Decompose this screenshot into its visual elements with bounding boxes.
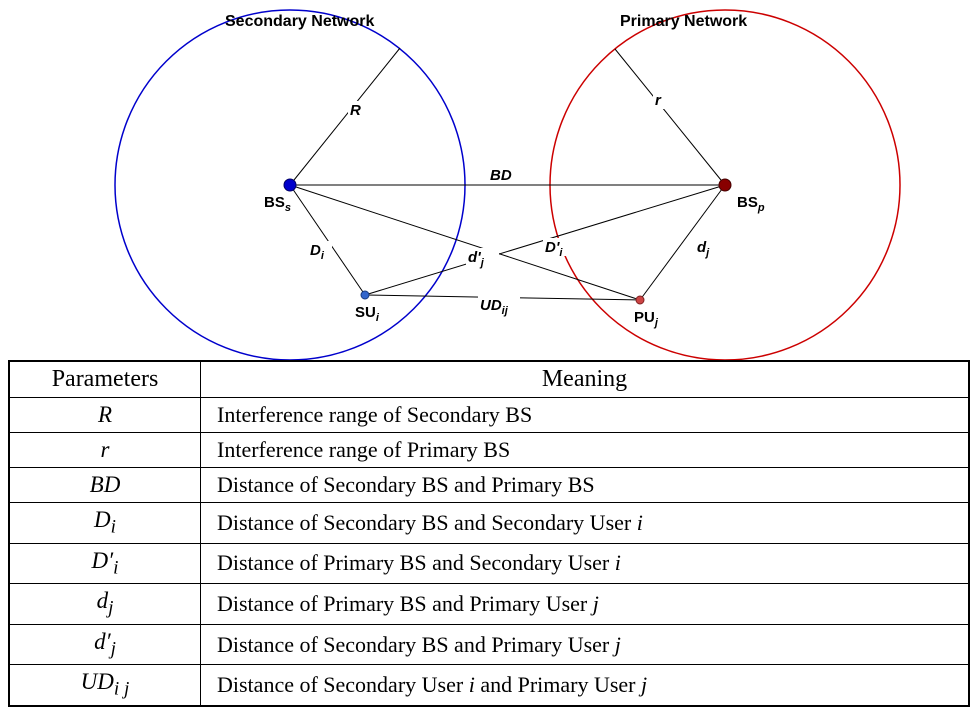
table-row: DiDistance of Secondary BS and Secondary…	[9, 503, 969, 544]
table-header-row: Parameters Meaning	[9, 361, 969, 398]
meaning-cell: Distance of Secondary User i and Primary…	[201, 665, 970, 706]
table-row: BDDistance of Secondary BS and Primary B…	[9, 468, 969, 503]
node-SUi	[361, 291, 369, 299]
edge-line	[290, 48, 400, 185]
node-label-BSs: BSs	[264, 194, 291, 214]
node-PUj	[636, 296, 644, 304]
parameters-table: Parameters Meaning RInterference range o…	[8, 360, 970, 707]
meaning-cell: Distance of Secondary BS and Primary BS	[201, 468, 970, 503]
table-row: RInterference range of Secondary BS	[9, 398, 969, 433]
meaning-cell: Distance of Secondary BS and Secondary U…	[201, 503, 970, 544]
column-header-meaning: Meaning	[201, 361, 970, 398]
param-cell: BD	[9, 468, 201, 503]
column-header-parameters: Parameters	[9, 361, 201, 398]
primary-title: Primary Network	[620, 13, 747, 30]
parameters-table-container: Parameters Meaning RInterference range o…	[8, 360, 970, 707]
meaning-cell: Interference range of Primary BS	[201, 433, 970, 468]
edge-line	[290, 185, 640, 300]
diagram-svg: RrBDDiD'idjd'jUDij BSs BSp SUi PUj Secondar…	[0, 0, 979, 360]
table-row: UDi jDistance of Secondary User i and Pr…	[9, 665, 969, 706]
param-cell: dj	[9, 584, 201, 625]
node-label-SUi: SUi	[355, 304, 380, 324]
node-label-BSp: BSp	[737, 194, 765, 214]
table-row: d′jDistance of Secondary BS and Primary …	[9, 624, 969, 665]
edge-line	[290, 185, 365, 295]
edge-label: R	[350, 102, 361, 119]
edges-group: RrBDDiD'idjd'jUDij	[290, 48, 725, 317]
table-row: D′iDistance of Primary BS and Secondary …	[9, 543, 969, 584]
node-label-PUj: PUj	[634, 309, 659, 329]
table-row: djDistance of Primary BS and Primary Use…	[9, 584, 969, 625]
param-cell: R	[9, 398, 201, 433]
meaning-cell: Interference range of Secondary BS	[201, 398, 970, 433]
node-BSp	[719, 179, 731, 191]
network-diagram: RrBDDiD'idjd'jUDij BSs BSp SUi PUj Secondar…	[0, 0, 979, 360]
secondary-title: Secondary Network	[225, 13, 374, 30]
meaning-cell: Distance of Primary BS and Primary User …	[201, 584, 970, 625]
meaning-cell: Distance of Secondary BS and Primary Use…	[201, 624, 970, 665]
edge-line	[615, 49, 725, 185]
table-body: RInterference range of Secondary BSrInte…	[9, 398, 969, 706]
edge-label: BD	[490, 167, 512, 184]
node-BSs	[284, 179, 296, 191]
param-cell: Di	[9, 503, 201, 544]
param-cell: D′i	[9, 543, 201, 584]
table-row: rInterference range of Primary BS	[9, 433, 969, 468]
param-cell: d′j	[9, 624, 201, 665]
meaning-cell: Distance of Primary BS and Secondary Use…	[201, 543, 970, 584]
param-cell: r	[9, 433, 201, 468]
param-cell: UDi j	[9, 665, 201, 706]
